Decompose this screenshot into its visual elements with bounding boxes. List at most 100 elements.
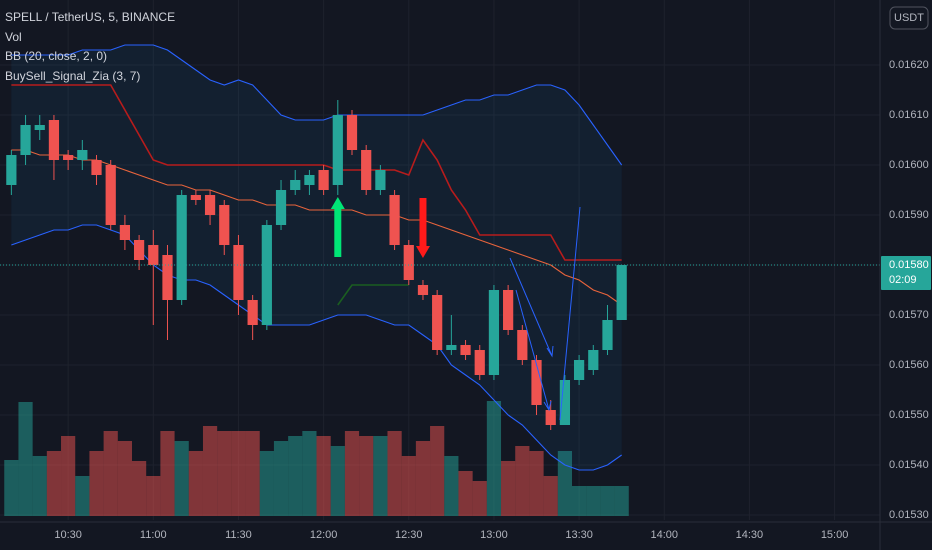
candle-body [545, 410, 556, 425]
volume-bar [316, 436, 331, 516]
candle-body [247, 300, 258, 325]
y-tick-label: 0.01560 [889, 359, 929, 371]
volume-bar [4, 460, 19, 516]
volume-bar [557, 451, 572, 516]
candle-body [417, 285, 429, 295]
indicator-line [11, 84, 622, 261]
volume-bar [61, 436, 76, 516]
volume-bar [132, 461, 147, 516]
candle-body [488, 290, 500, 375]
candle-body [517, 330, 528, 360]
volume-bar [543, 476, 558, 516]
volume-bar [430, 426, 445, 516]
trend-line [559, 206, 581, 421]
candle-body [318, 170, 329, 190]
y-tick-label: 0.01570 [889, 309, 929, 321]
candle-body [77, 150, 88, 160]
candle-body [176, 195, 187, 300]
candle-body [48, 120, 60, 160]
volume-bar [245, 431, 260, 516]
sell-arrow [415, 198, 430, 258]
candle-body [389, 195, 400, 245]
x-tick-label: 11:30 [225, 529, 252, 541]
y-tick-label: 0.01550 [889, 409, 929, 421]
volume-bar [486, 401, 502, 516]
y-tick-label: 0.01540 [889, 459, 929, 471]
candle-body [531, 360, 542, 405]
volume-bar [103, 431, 118, 516]
volume-bar [529, 451, 544, 516]
candle-body [204, 195, 216, 215]
volume-bar [32, 456, 47, 516]
volume-bar [472, 481, 487, 516]
candle-body [602, 320, 613, 350]
bb-fill [11, 45, 622, 470]
legend-entry: Vol [5, 30, 22, 44]
candle-body [474, 350, 485, 375]
candle-body [432, 295, 443, 350]
volume-bar [273, 441, 289, 516]
volume-bar [302, 431, 317, 516]
indicator-line [11, 224, 622, 471]
volume-bar [344, 431, 360, 516]
candle-body [91, 160, 102, 175]
legend-entry: BB (20, close, 2, 0) [5, 49, 107, 63]
volume-bar [501, 461, 516, 516]
volume-bar [387, 431, 402, 516]
x-tick-label: 14:30 [736, 529, 764, 541]
volume-bar [586, 486, 601, 516]
candle-body [233, 245, 244, 300]
y-tick-label: 0.01590 [889, 209, 929, 221]
volume-bar [217, 431, 232, 516]
candle-body [261, 225, 272, 325]
y-tick-label: 0.01530 [889, 509, 929, 521]
x-tick-label: 13:30 [565, 529, 593, 541]
volume-bar [572, 486, 587, 516]
volume-bar [202, 426, 218, 516]
candle-body [403, 245, 414, 280]
volume-bar [160, 431, 175, 516]
volume-bar [89, 451, 104, 516]
candle-body [63, 155, 74, 160]
candle-body [119, 225, 131, 240]
overlays [11, 44, 623, 471]
volume-bar [600, 486, 615, 516]
trend-line [509, 257, 554, 358]
candle-body [503, 290, 514, 330]
volume-bar [359, 436, 374, 516]
trend-line [515, 289, 552, 412]
volume-bar [444, 456, 459, 516]
candle-body [34, 125, 45, 130]
volume-bar [259, 451, 274, 516]
candle-body [616, 265, 627, 320]
currency[interactable]: USDT [894, 12, 924, 24]
volume-bar [288, 436, 303, 516]
currency-button[interactable] [889, 6, 929, 30]
candle-body [588, 350, 599, 370]
candle-body [304, 175, 315, 185]
candle-body [361, 150, 372, 190]
indicator-line [11, 44, 623, 166]
candle-body [446, 345, 457, 350]
candle-body [20, 125, 31, 155]
volume-bar [46, 451, 62, 516]
axes: 0.01530 0.01540 0.01550 0.01560 0.01570 0.015… [0, 59, 931, 541]
x-tick-label: 12:30 [395, 529, 423, 541]
x-tick-label: 10:30 [54, 529, 82, 541]
x-tick-label: 12:00 [310, 529, 338, 541]
volume-bar [415, 441, 431, 516]
indicator-line [337, 284, 409, 306]
chart-title: SPELL / TetherUS, 5, BINANCE [5, 10, 175, 24]
candle-body [148, 245, 159, 265]
x-tick-label: 11:00 [140, 529, 167, 541]
x-tick-label: 15:00 [821, 529, 849, 541]
volume-bar [174, 441, 189, 516]
candle-body [460, 345, 471, 355]
x-tick-label: 14:00 [650, 529, 678, 541]
volume-bar [117, 441, 132, 516]
candle-body [275, 190, 287, 225]
candle-body [346, 115, 358, 150]
